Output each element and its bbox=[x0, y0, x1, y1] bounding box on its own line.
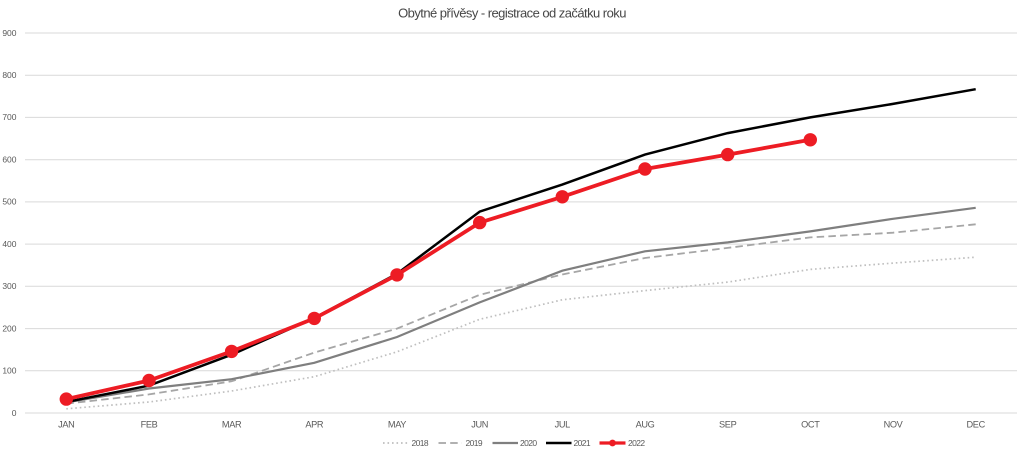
svg-text:MAR: MAR bbox=[222, 419, 242, 429]
svg-text:2018: 2018 bbox=[412, 438, 429, 448]
svg-text:FEB: FEB bbox=[141, 419, 158, 429]
svg-text:2022: 2022 bbox=[628, 438, 645, 448]
svg-text:2020: 2020 bbox=[520, 438, 537, 448]
svg-text:SEP: SEP bbox=[719, 419, 737, 429]
svg-text:100: 100 bbox=[2, 366, 16, 376]
svg-text:600: 600 bbox=[2, 155, 16, 165]
svg-text:JAN: JAN bbox=[58, 419, 74, 429]
svg-text:2021: 2021 bbox=[574, 438, 591, 448]
svg-text:Obytné přívěsy - registrace od: Obytné přívěsy - registrace od začátku r… bbox=[398, 5, 626, 20]
svg-text:AUG: AUG bbox=[636, 419, 655, 429]
svg-text:400: 400 bbox=[2, 239, 16, 249]
svg-text:2019: 2019 bbox=[466, 438, 483, 448]
svg-text:OCT: OCT bbox=[801, 419, 820, 429]
svg-text:700: 700 bbox=[2, 112, 16, 122]
svg-text:DEC: DEC bbox=[967, 419, 986, 429]
svg-text:0: 0 bbox=[12, 408, 17, 418]
svg-text:APR: APR bbox=[305, 419, 324, 429]
svg-text:MAY: MAY bbox=[388, 419, 406, 429]
svg-text:JUN: JUN bbox=[471, 419, 488, 429]
svg-text:JUL: JUL bbox=[555, 419, 571, 429]
svg-text:500: 500 bbox=[2, 197, 16, 207]
svg-text:900: 900 bbox=[2, 28, 16, 38]
svg-text:300: 300 bbox=[2, 281, 16, 291]
svg-text:NOV: NOV bbox=[884, 419, 904, 429]
svg-text:200: 200 bbox=[2, 323, 16, 333]
svg-text:800: 800 bbox=[2, 70, 16, 80]
